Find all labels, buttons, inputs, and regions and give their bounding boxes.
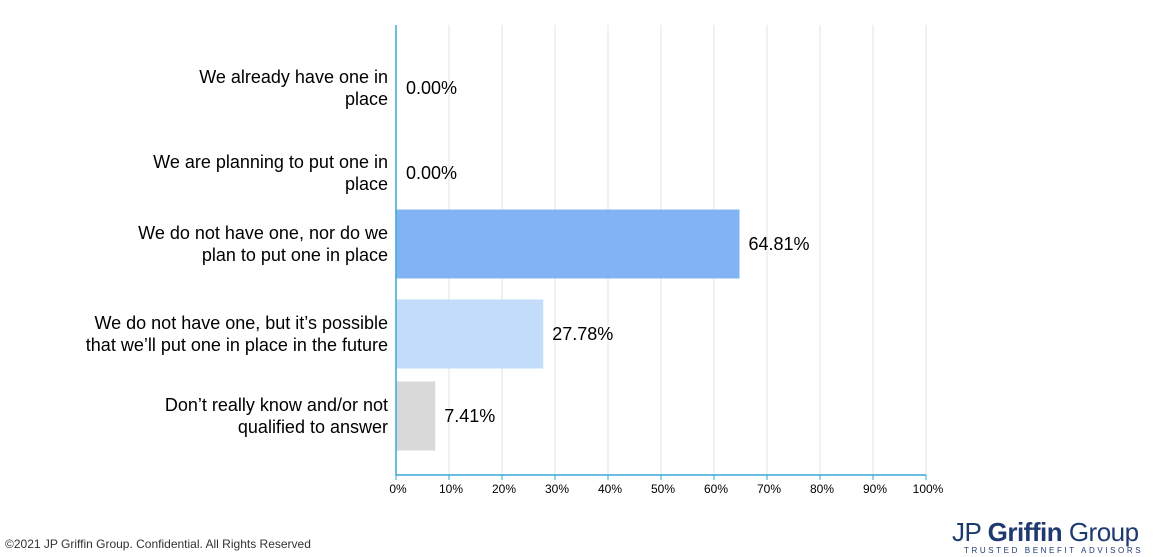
category-label-1: We are planning to put one in place — [153, 152, 388, 194]
category-label-line: place — [345, 89, 388, 109]
logo-wordmark: JP Griffin Group — [952, 518, 1139, 546]
value-labels: 0.00% 0.00% 64.81% 27.78% 7.41% — [406, 78, 810, 426]
category-label-3: We do not have one, but it’s possible tha… — [86, 313, 388, 355]
company-logo: JP Griffin Group TRUSTED BENEFIT ADVISOR… — [952, 518, 1144, 556]
logo-part-griffin: Griffin — [987, 517, 1063, 547]
x-tick-label-60: 60% — [704, 482, 728, 496]
x-tick-label-30: 30% — [545, 482, 569, 496]
x-tick-label-100: 100% — [913, 482, 944, 496]
x-tick-label-10: 10% — [439, 482, 463, 496]
value-label-0: 0.00% — [406, 78, 457, 98]
x-tick-label-40: 40% — [598, 482, 622, 496]
x-tick-label-70: 70% — [757, 482, 781, 496]
x-tick-label-50: 50% — [651, 482, 675, 496]
value-label-1: 0.00% — [406, 163, 457, 183]
value-label-3: 27.78% — [552, 324, 613, 344]
copyright-footer: ©2021 JP Griffin Group. Confidential. Al… — [5, 537, 311, 551]
category-label-line: plan to put one in place — [202, 245, 388, 265]
x-tick-label-90: 90% — [863, 482, 887, 496]
x-tick-label-0: 0% — [389, 482, 407, 496]
category-label-line: Don’t really know and/or not — [165, 395, 388, 415]
logo-tagline: TRUSTED BENEFIT ADVISORS — [964, 546, 1144, 555]
category-label-line: place — [345, 174, 388, 194]
category-label-2: We do not have one, nor do we plan to put… — [138, 223, 388, 265]
x-tick-label-20: 20% — [492, 482, 516, 496]
x-tick-label-80: 80% — [810, 482, 834, 496]
category-label-line: We are planning to put one in — [153, 152, 388, 172]
category-label-line: We already have one in — [199, 67, 388, 87]
logo-part-group: Group — [1062, 517, 1139, 547]
category-label-4: Don’t really know and/or not qualified to… — [165, 395, 388, 437]
category-label-line: that we’ll put one in place in the futur… — [86, 335, 388, 355]
bars — [396, 209, 740, 451]
bar-3 — [396, 299, 544, 369]
category-label-0: We already have one in place — [199, 67, 388, 109]
category-label-line: We do not have one, but it’s possible — [94, 313, 388, 333]
bar-4 — [396, 381, 436, 451]
value-label-4: 7.41% — [444, 406, 495, 426]
bar-2 — [396, 209, 740, 279]
category-label-line: qualified to answer — [238, 417, 388, 437]
value-label-2: 64.81% — [748, 234, 809, 254]
category-label-line: We do not have one, nor do we — [138, 223, 388, 243]
logo-part-jp: JP — [952, 517, 988, 547]
x-tick-labels: 0% 10% 20% 30% 40% 50% 60% 70% 80% 90% 100% — [389, 482, 943, 496]
